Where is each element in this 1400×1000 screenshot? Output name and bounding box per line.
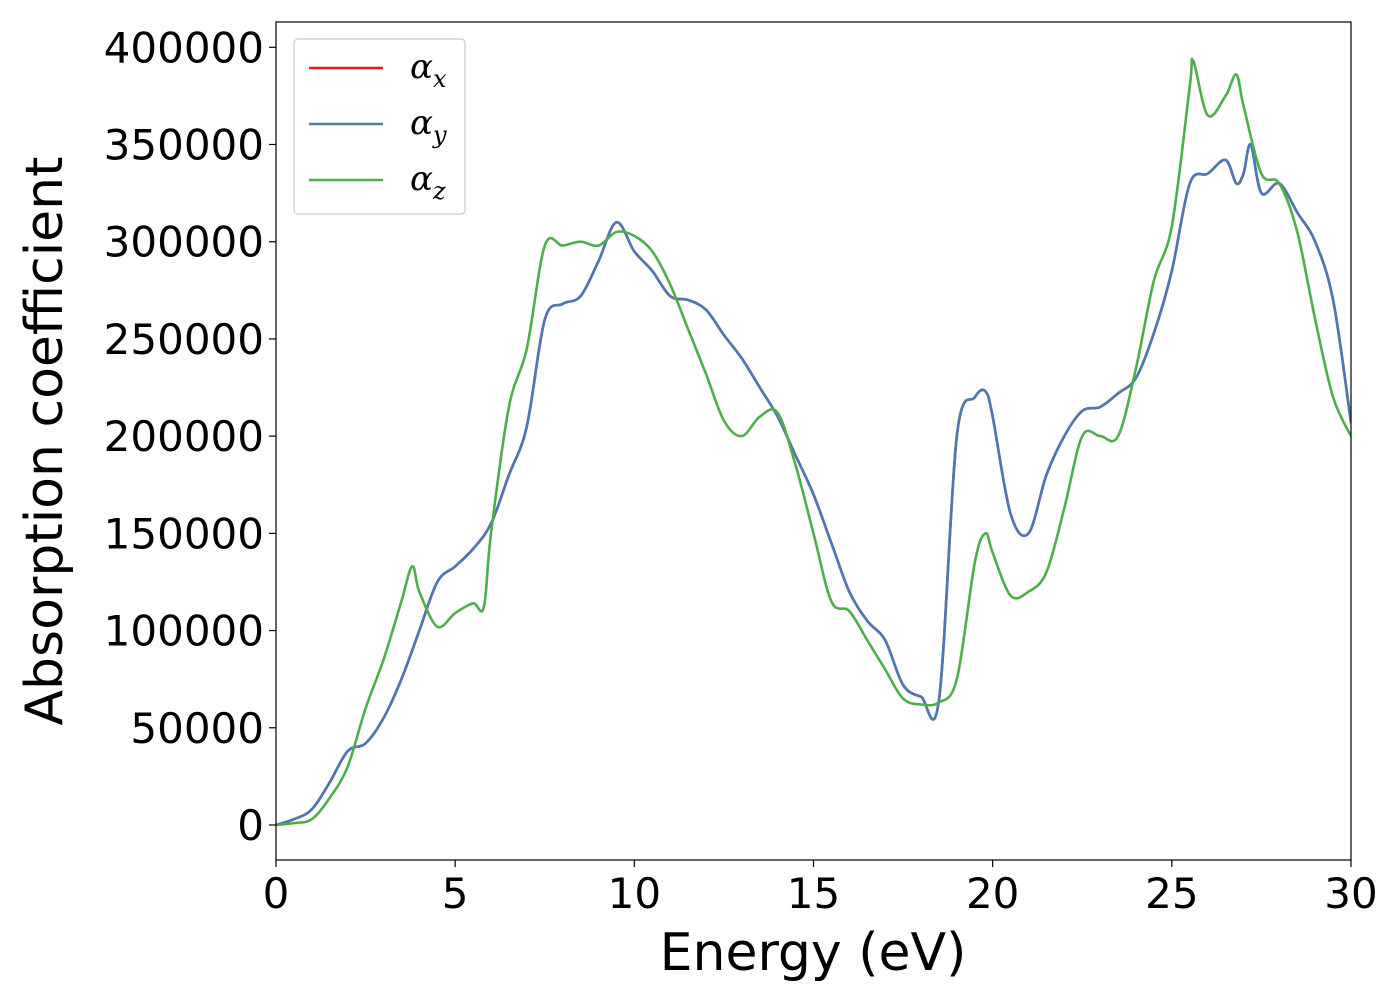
x-tick-label: 25 — [1145, 869, 1198, 918]
y-tick-label: 150000 — [104, 509, 264, 558]
y-tick-label: 300000 — [104, 218, 264, 267]
y-tick-label: 350000 — [104, 120, 264, 169]
legend-label-x: αx — [410, 47, 447, 93]
y-tick-label: 250000 — [104, 315, 264, 364]
x-axis-label: Energy (eV) — [660, 923, 967, 983]
x-tick-label: 30 — [1324, 869, 1377, 918]
series-line-z — [276, 57, 1351, 827]
y-tick-label: 100000 — [104, 607, 264, 656]
plot-lines — [276, 57, 1351, 827]
y-axis-ticks: 0 50000 100000 150000 200000 250000 300000 3500… — [104, 23, 276, 850]
x-tick-label: 10 — [608, 869, 661, 918]
x-tick-label: 0 — [263, 869, 290, 918]
y-tick-label: 200000 — [104, 412, 264, 461]
legend: αx αy αz — [293, 38, 466, 215]
y-axis-label: Absorption coefficient — [15, 156, 75, 725]
x-tick-label: 5 — [442, 869, 469, 918]
x-tick-label: 15 — [787, 869, 840, 918]
series-line-y — [276, 143, 1351, 827]
x-tick-label: 20 — [966, 869, 1019, 918]
legend-label-y: αy — [410, 103, 447, 149]
legend-label-z: αz — [410, 159, 446, 205]
y-tick-label: 50000 — [130, 704, 264, 753]
legend-entries: αx αy αz — [309, 47, 447, 205]
x-axis-ticks: 0 5 10 15 20 25 30 — [263, 860, 1378, 918]
y-tick-label: 0 — [237, 801, 264, 850]
legend-box — [293, 38, 466, 215]
y-tick-label: 400000 — [104, 23, 264, 72]
